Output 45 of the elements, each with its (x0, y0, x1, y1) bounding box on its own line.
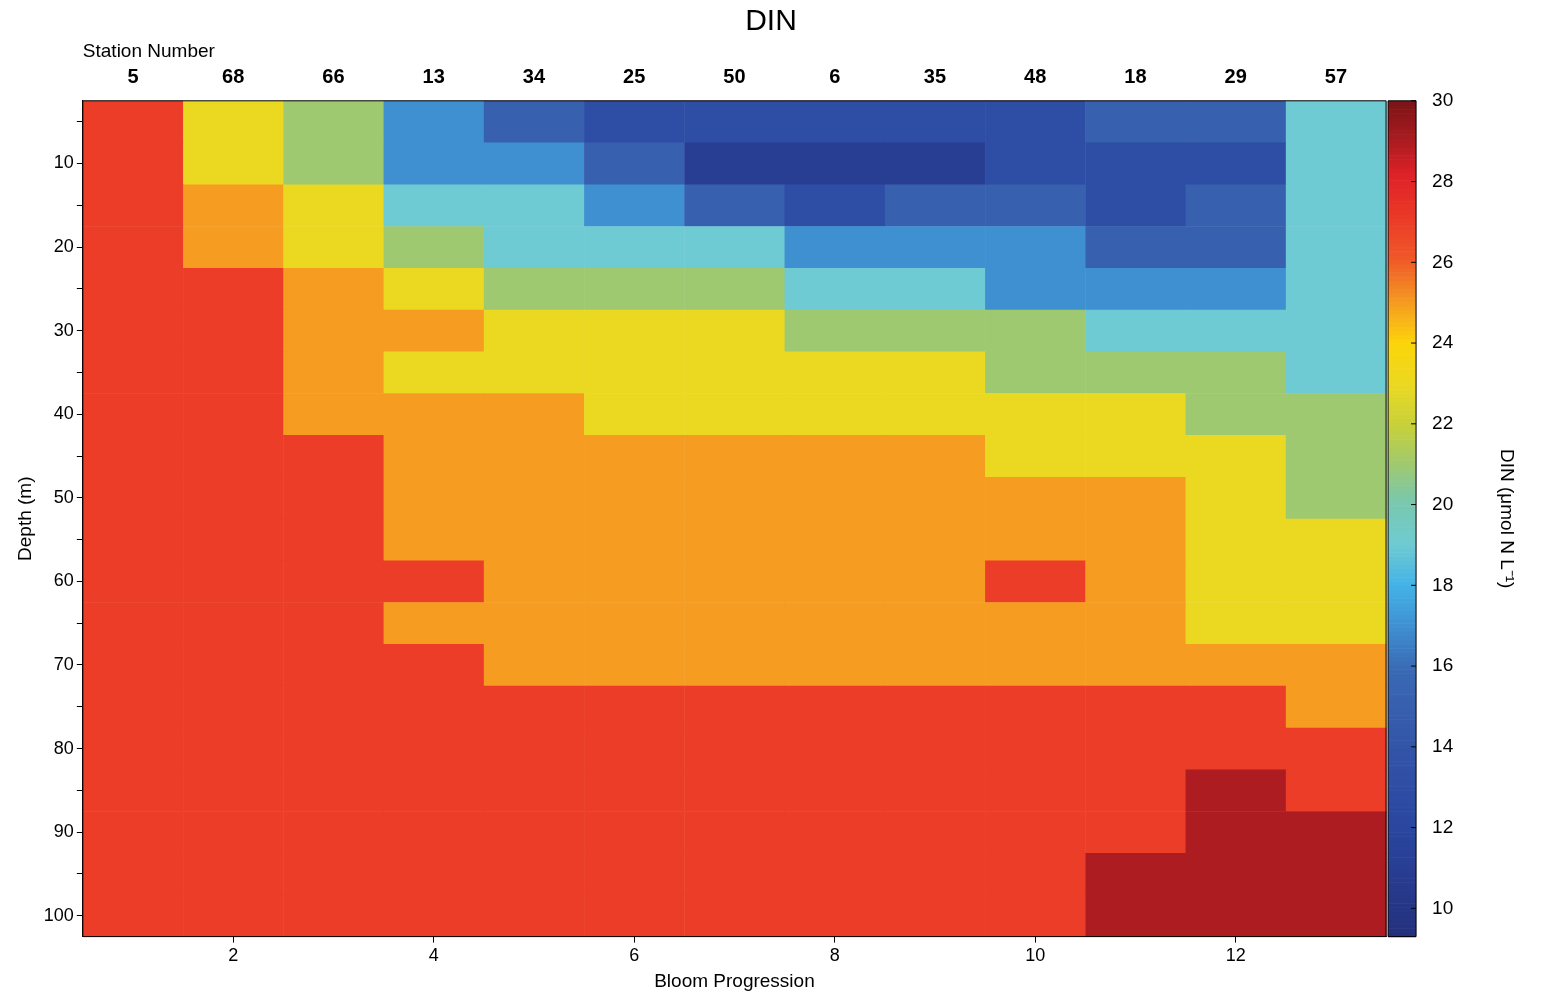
y-tick-label: 90 (53, 821, 74, 842)
y-tick-label: 50 (53, 486, 74, 507)
x-tick-label: 68 (222, 65, 245, 88)
y-tick-label: 40 (53, 403, 74, 424)
x-tick-label: 57 (1324, 65, 1348, 88)
x2-tick-label: 8 (829, 945, 840, 966)
x-tick-label: 25 (623, 65, 646, 88)
x2-tick-label: 4 (428, 945, 439, 966)
x-tick-label: 34 (522, 65, 546, 88)
x-tick-label: 6 (829, 65, 841, 88)
color-bar-label: 24 (1432, 331, 1454, 353)
y-tick-label: 60 (53, 570, 74, 591)
y-tick-label: 30 (53, 319, 74, 340)
x2-tick-label: 12 (1225, 945, 1246, 966)
x-tick-label: 66 (322, 65, 345, 88)
x-tick-label: 50 (723, 65, 746, 88)
color-bar-label: 14 (1432, 735, 1454, 757)
x2-tick-label: 6 (629, 945, 640, 966)
color-bar-label: 12 (1432, 815, 1454, 837)
chart-title: DIN (745, 3, 797, 37)
y-axis-title: Depth (m) (13, 476, 35, 561)
y-tick-label: 20 (53, 236, 74, 257)
x-tick-label: 35 (923, 65, 947, 88)
color-bar-label: 20 (1432, 492, 1454, 514)
color-bar-label: 28 (1432, 169, 1454, 191)
x-tick-label: 18 (1124, 65, 1147, 88)
color-bar-label: 22 (1432, 412, 1454, 434)
x-tick-label: 13 (422, 65, 445, 88)
color-bar-label: 30 (1432, 89, 1454, 111)
x-axis-title: Station Number (82, 39, 216, 61)
x-tick-label: 29 (1224, 65, 1247, 88)
y-tick-label: 10 (53, 152, 74, 173)
y-tick-label: 80 (53, 737, 74, 758)
x2-tick-label: 2 (228, 945, 239, 966)
x2-tick-label: 10 (1025, 945, 1046, 966)
x-tick-label: 5 (127, 65, 139, 88)
y-tick-label: 70 (53, 653, 74, 674)
color-bar-label: 16 (1432, 654, 1454, 676)
color-bar-title: DIN (μmol N L⁻¹) (1497, 449, 1519, 589)
x-tick-label: 48 (1024, 65, 1047, 88)
y-tick-label: 100 (43, 904, 74, 925)
color-bar-label: 10 (1432, 896, 1454, 918)
x2-axis-title: Bloom Progression (654, 969, 815, 991)
color-bar-label: 18 (1432, 573, 1454, 595)
color-bar-label: 26 (1432, 250, 1454, 272)
